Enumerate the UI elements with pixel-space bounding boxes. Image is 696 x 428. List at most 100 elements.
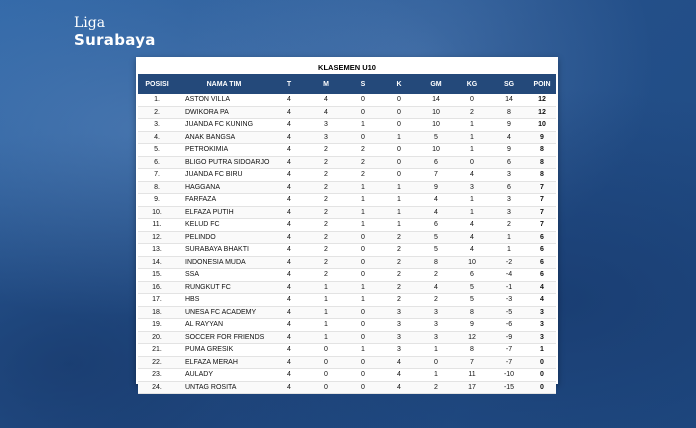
cell-kg: 4 — [454, 231, 490, 244]
cell-s: 0 — [346, 131, 380, 144]
cell-team: PETROKIMIA — [176, 143, 272, 157]
cell-gm: 14 — [418, 94, 454, 107]
standings-body: 1. ASTON VILLA 4 4 0 0 14 0 14 12 2. DWIKORA PA 4 4 0 0… — [138, 94, 556, 394]
cell-t: 4 — [272, 181, 306, 194]
cell-gm: 8 — [418, 256, 454, 269]
cell-sg: -1 — [490, 281, 528, 294]
cell-team: RUNGKUT FC — [176, 281, 272, 294]
table-row: 12. PELINDO 4 2 0 2 5 4 1 6 — [138, 231, 556, 244]
cell-gm: 6 — [418, 156, 454, 169]
cell-gm: 3 — [418, 306, 454, 319]
cell-posisi: 18. — [138, 306, 176, 319]
cell-s: 0 — [346, 318, 380, 332]
cell-sg: -3 — [490, 293, 528, 307]
cell-gm: 2 — [418, 293, 454, 307]
cell-poin: 7 — [528, 181, 556, 194]
cell-sg: -6 — [490, 318, 528, 332]
cell-k: 1 — [380, 181, 418, 194]
cell-posisi: 14. — [138, 256, 176, 269]
cell-sg: 3 — [490, 206, 528, 219]
cell-kg: 2 — [454, 106, 490, 119]
cell-m: 1 — [306, 293, 346, 307]
cell-t: 4 — [272, 268, 306, 282]
cell-t: 4 — [272, 131, 306, 144]
cell-k: 2 — [380, 281, 418, 294]
cell-m: 1 — [306, 281, 346, 294]
cell-team: BLIGO PUTRA SIDOARJO — [176, 156, 272, 169]
cell-k: 2 — [380, 231, 418, 244]
table-row: 13. SURABAYA BHAKTI 4 2 0 2 5 4 1 6 — [138, 243, 556, 257]
cell-team: SURABAYA BHAKTI — [176, 243, 272, 257]
cell-kg: 1 — [454, 143, 490, 157]
cell-posisi: 20. — [138, 331, 176, 344]
cell-k: 3 — [380, 343, 418, 357]
cell-t: 4 — [272, 193, 306, 207]
cell-posisi: 3. — [138, 118, 176, 132]
cell-s: 2 — [346, 156, 380, 169]
cell-t: 4 — [272, 106, 306, 119]
cell-k: 2 — [380, 268, 418, 282]
standings-table: POSISI NAMA TIM T M S K GM KG SG POIN 1.… — [138, 74, 556, 394]
cell-t: 4 — [272, 356, 306, 369]
cell-team: AULADY — [176, 368, 272, 382]
cell-posisi: 11. — [138, 218, 176, 232]
cell-gm: 2 — [418, 381, 454, 394]
table-row: 23. AULADY 4 0 0 4 1 11 -10 0 — [138, 368, 556, 382]
cell-posisi: 22. — [138, 356, 176, 369]
cell-team: FARFAZA — [176, 193, 272, 207]
header-s: S — [346, 74, 380, 94]
cell-t: 4 — [272, 206, 306, 219]
cell-t: 4 — [272, 143, 306, 157]
cell-k: 3 — [380, 306, 418, 319]
cell-poin: 7 — [528, 206, 556, 219]
cell-k: 2 — [380, 243, 418, 257]
cell-team: HAGGANA — [176, 181, 272, 194]
cell-team: DWIKORA PA — [176, 106, 272, 119]
cell-posisi: 8. — [138, 181, 176, 194]
cell-m: 3 — [306, 118, 346, 132]
header-nama-tim: NAMA TIM — [176, 74, 272, 94]
cell-t: 4 — [272, 318, 306, 332]
table-row: 3. JUANDA FC KUNING 4 3 1 0 10 1 9 10 — [138, 118, 556, 132]
cell-team: AL RAYYAN — [176, 318, 272, 332]
cell-sg: 3 — [490, 168, 528, 182]
cell-s: 0 — [346, 94, 380, 107]
cell-t: 4 — [272, 156, 306, 169]
table-row: 14. INDONESIA MUDA 4 2 0 2 8 10 -2 6 — [138, 256, 556, 269]
cell-t: 4 — [272, 243, 306, 257]
table-row: 11. KELUD FC 4 2 1 1 6 4 2 7 — [138, 218, 556, 232]
cell-kg: 1 — [454, 118, 490, 132]
table-row: 16. RUNGKUT FC 4 1 1 2 4 5 -1 4 — [138, 281, 556, 294]
cell-s: 0 — [346, 381, 380, 394]
cell-poin: 3 — [528, 331, 556, 344]
cell-gm: 10 — [418, 106, 454, 119]
cell-m: 1 — [306, 331, 346, 344]
cell-team: KELUD FC — [176, 218, 272, 232]
cell-m: 0 — [306, 343, 346, 357]
cell-m: 0 — [306, 368, 346, 382]
cell-sg: 3 — [490, 193, 528, 207]
header-posisi: POSISI — [138, 74, 176, 94]
cell-gm: 4 — [418, 281, 454, 294]
header-sg: SG — [490, 74, 528, 94]
cell-posisi: 24. — [138, 381, 176, 394]
cell-sg: -4 — [490, 268, 528, 282]
cell-m: 2 — [306, 231, 346, 244]
cell-sg: -2 — [490, 256, 528, 269]
cell-posisi: 7. — [138, 168, 176, 182]
table-row: 18. UNESA FC ACADEMY 4 1 0 3 3 8 -5 3 — [138, 306, 556, 319]
cell-m: 1 — [306, 318, 346, 332]
cell-t: 4 — [272, 381, 306, 394]
table-row: 10. ELFAZA PUTIH 4 2 1 1 4 1 3 7 — [138, 206, 556, 219]
cell-k: 3 — [380, 331, 418, 344]
cell-poin: 7 — [528, 218, 556, 232]
cell-team: ASTON VILLA — [176, 94, 272, 107]
cell-posisi: 19. — [138, 318, 176, 332]
cell-posisi: 10. — [138, 206, 176, 219]
cell-kg: 12 — [454, 331, 490, 344]
cell-poin: 8 — [528, 168, 556, 182]
cell-s: 0 — [346, 331, 380, 344]
cell-k: 2 — [380, 256, 418, 269]
header-t: T — [272, 74, 306, 94]
cell-m: 2 — [306, 206, 346, 219]
